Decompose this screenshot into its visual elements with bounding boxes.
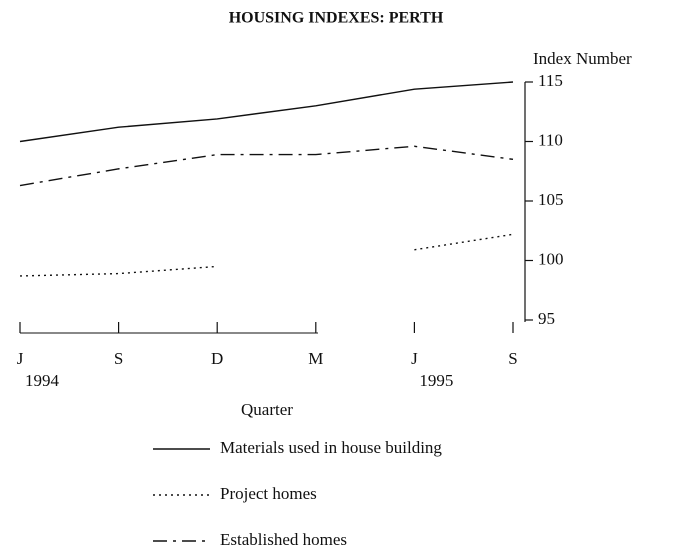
y-tick-label: 95: [538, 309, 555, 328]
x-tick-label: J: [17, 349, 24, 368]
chart-title: HOUSING INDEXES: PERTH: [229, 10, 444, 27]
y-axis-title: Index Number: [533, 49, 632, 68]
x-tick-label: S: [114, 349, 123, 368]
year-label: 1994: [25, 371, 60, 390]
y-tick-label: 105: [538, 190, 564, 209]
y-tick-label: 100: [538, 249, 564, 268]
x-tick-label: S: [508, 349, 517, 368]
x-tick-label: M: [308, 349, 323, 368]
legend-label: Project homes: [220, 484, 317, 503]
series-line: [19, 233, 514, 277]
year-label: 1995: [419, 371, 453, 390]
y-tick-label: 115: [538, 71, 563, 90]
y-tick-label: 110: [538, 130, 563, 149]
x-axis-title: Quarter: [241, 400, 293, 419]
legend-label: Materials used in house building: [220, 438, 442, 457]
x-tick-label: D: [211, 349, 223, 368]
x-tick-label: J: [411, 349, 418, 368]
series-line: [19, 145, 514, 187]
legend-label: Established homes: [220, 530, 347, 549]
series-line: [19, 81, 514, 143]
